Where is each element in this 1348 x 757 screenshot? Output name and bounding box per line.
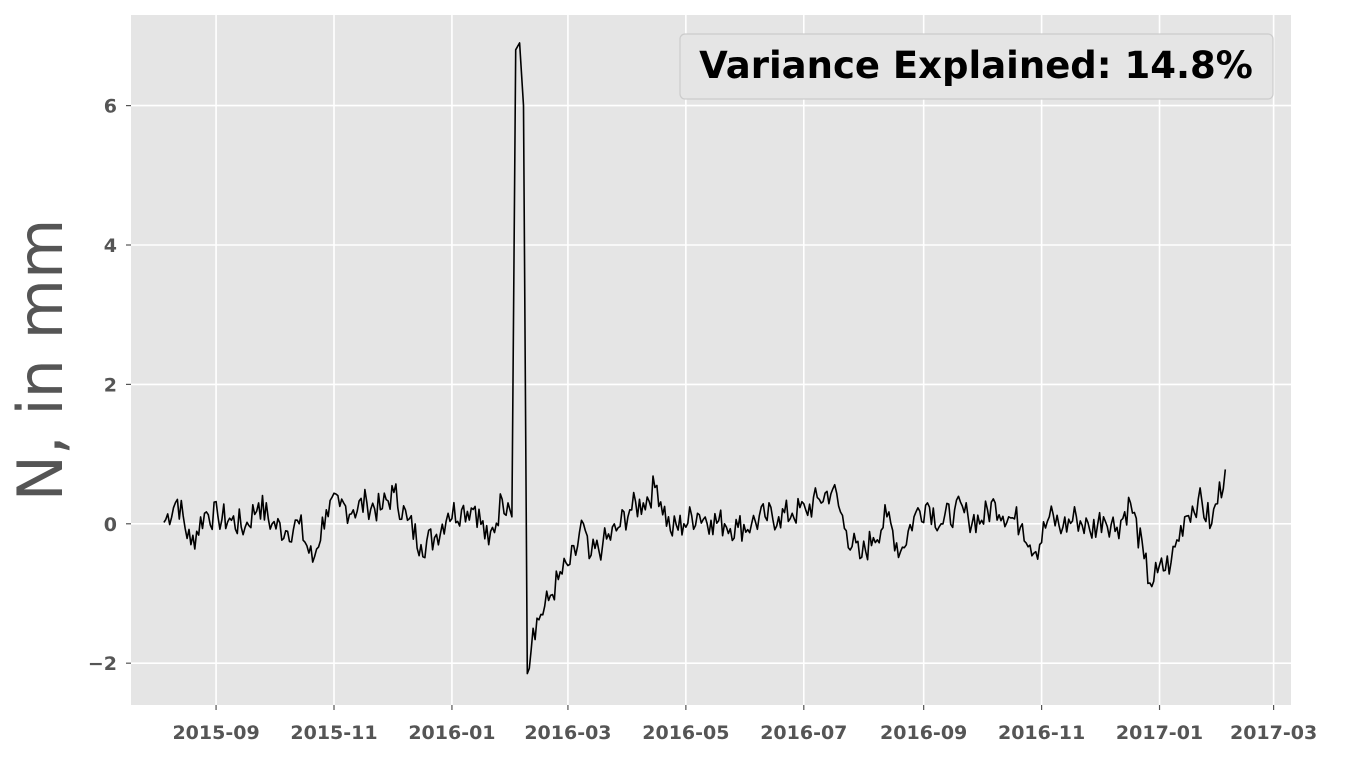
x-tick-label: 2016-05: [642, 722, 729, 744]
y-tick-label: 2: [104, 374, 117, 396]
variance-explained-text: Variance Explained: 14.8%: [699, 44, 1253, 87]
x-tick-label: 2016-09: [880, 722, 967, 744]
series-layer: [163, 42, 1227, 675]
series-line: [163, 42, 1227, 675]
plot-area: [131, 15, 1291, 705]
x-tick-label: 2015-09: [172, 722, 259, 744]
x-tick-label: 2017-01: [1116, 722, 1203, 744]
x-tick-label: 2015-11: [290, 722, 377, 744]
y-tick-label: 0: [104, 514, 117, 536]
x-tick-label: 2016-07: [760, 722, 847, 744]
x-tick-label: 2016-03: [524, 722, 611, 744]
x-tick-label: 2016-11: [998, 722, 1085, 744]
y-axis-ticks: −2 0 2 4 6: [88, 96, 131, 675]
annotation-box: Variance Explained: 14.8%: [679, 33, 1274, 100]
x-tick-label: 2017-03: [1230, 722, 1317, 744]
x-axis-ticks: 2015-09 2015-11 2016-01 2016-03 2016-05 2016-…: [172, 705, 1317, 744]
y-tick-label: 4: [104, 235, 117, 257]
y-axis-label: N, in mm: [4, 219, 77, 502]
y-tick-label: 6: [104, 96, 117, 118]
x-tick-label: 2016-01: [408, 722, 495, 744]
y-tick-label: −2: [88, 653, 117, 675]
